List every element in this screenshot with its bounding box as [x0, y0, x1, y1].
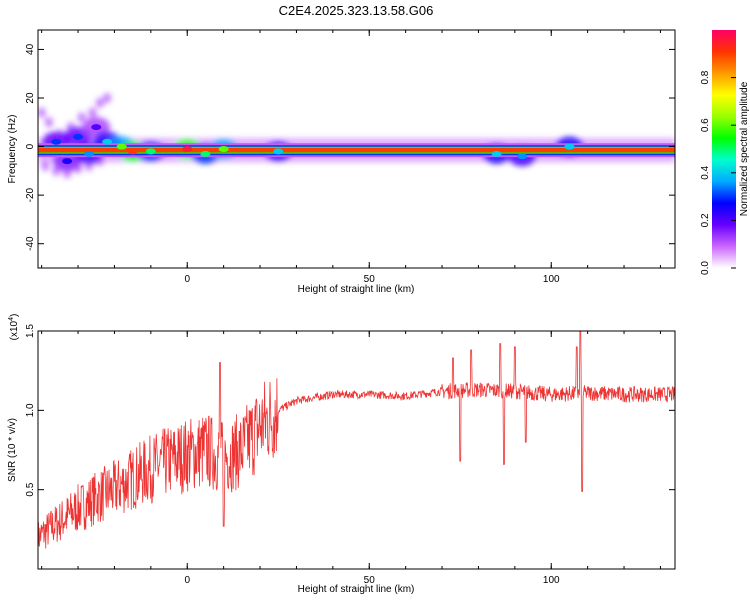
spectral-peak-9 — [182, 146, 193, 152]
spectral-peak-15 — [564, 143, 575, 150]
snr-ytick-label-0: 0.5 — [25, 482, 36, 496]
spectrogram-heatmap — [38, 93, 675, 179]
colorbar-label: Normalized spectral amplitude — [739, 81, 750, 216]
spectral-peak-12 — [273, 148, 284, 155]
spectrogram-ytick-label-3: 20 — [25, 92, 36, 104]
snr-xlabel: Height of straight line (km) — [298, 584, 415, 595]
colorbar-tick-label-1: 0.2 — [700, 213, 711, 227]
spectral-peak-0 — [51, 138, 62, 145]
spectrogram-ytick-label-4: 40 — [25, 43, 36, 55]
snr-ytick-label-2: 1.5 — [25, 324, 36, 338]
spectral-peak-13 — [491, 150, 502, 157]
ridge-band-3 — [38, 148, 675, 153]
spectrogram-ytick-label-1: -20 — [25, 187, 36, 202]
noise-blob-8 — [41, 161, 50, 171]
spectrogram-ytick-label-0: -40 — [25, 236, 36, 251]
snr-xtick-label-0: 0 — [184, 575, 190, 586]
spectral-peak-5 — [102, 138, 113, 145]
spectrogram-xtick-label-1: 50 — [364, 274, 376, 285]
spectral-peak-4 — [91, 124, 102, 131]
colorbar: 0.0 0.2 0.4 0.6 0.8 Normalized spectral ampl… — [700, 30, 750, 275]
snr-panel: 0 50 100 0.5 1.0 1.5 Height of straight line … — [7, 314, 676, 595]
spectrogram-ytick-label-2: 0 — [25, 143, 36, 149]
colorbar-tick-label-3: 0.6 — [700, 118, 711, 132]
spectrogram-ylabel: Frequency (Hz) — [7, 115, 18, 184]
snr-scale-prefix: (x10 — [9, 320, 20, 340]
noise-blob-4 — [77, 112, 86, 123]
spectrogram-panel: 0 50 100 -40 -20 0 20 40 Height of straight lin… — [7, 29, 676, 295]
spectral-peak-11 — [218, 146, 229, 152]
snr-ytick-label-1: 1.0 — [25, 403, 36, 417]
snr-ylabel: SNR (10 * v/v) — [7, 418, 18, 482]
colorbar-gradient — [712, 30, 736, 268]
colorbar-tick-label-4: 0.8 — [700, 70, 711, 84]
snr-scale-note: (x104) — [8, 314, 20, 341]
spectral-peak-1 — [62, 158, 73, 165]
snr-scale-close: ) — [9, 314, 20, 317]
spectrogram-xlabel: Height of straight line (km) — [298, 284, 415, 295]
snr-xtick-label-1: 50 — [364, 575, 376, 586]
spectral-peak-2 — [73, 133, 84, 140]
spectral-peak-6 — [116, 143, 127, 150]
colorbar-tick-label-2: 0.4 — [700, 165, 711, 179]
spectral-peak-14 — [517, 153, 528, 160]
snr-xtick-label-2: 100 — [543, 575, 560, 586]
spectral-peak-3 — [83, 150, 94, 157]
snr-scale-exponent: 4 — [8, 317, 15, 321]
snr-series-line — [38, 331, 675, 555]
noise-blob-6 — [95, 97, 104, 108]
noise-blob-7 — [103, 93, 112, 103]
noise-blob-1 — [44, 117, 53, 128]
noise-blob-5 — [88, 107, 97, 118]
spectrogram-xtick-label-0: 0 — [184, 274, 190, 285]
spectral-peak-7 — [127, 148, 138, 155]
spectrogram-xtick-label-2: 100 — [543, 274, 560, 285]
colorbar-tick-label-0: 0.0 — [700, 261, 711, 275]
noise-blob-0 — [38, 107, 46, 118]
figure-title: C2E4.2025.323.13.58.G06 — [279, 3, 434, 18]
spectral-peak-8 — [145, 148, 156, 155]
spectral-peak-10 — [200, 150, 211, 157]
